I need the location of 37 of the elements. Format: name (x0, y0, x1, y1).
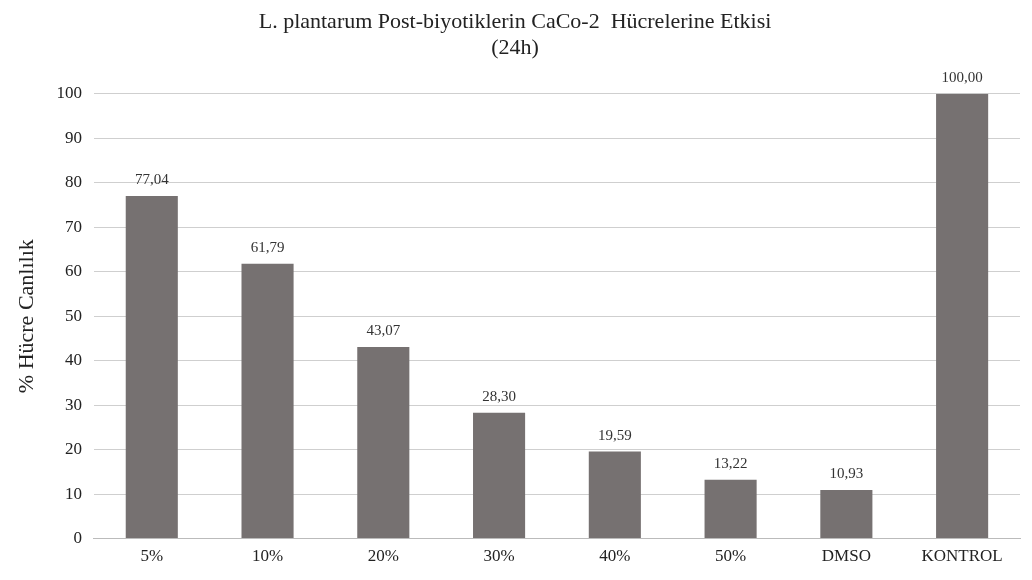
y-tick-label: 0 (73, 528, 82, 548)
y-tick-label: 50 (64, 305, 82, 325)
y-tick-label: 40 (64, 350, 82, 370)
x-tick-label: KONTROL (921, 546, 1003, 566)
y-axis-title: % Hücre Canlılık (12, 239, 38, 394)
y-tick-label: 20 (64, 439, 82, 459)
data-label: 10,93 (829, 465, 864, 482)
x-tick-label: 10% (251, 546, 284, 566)
x-tick-label: 40% (599, 546, 631, 566)
bar (241, 263, 294, 539)
x-tick-label: 50% (715, 546, 747, 566)
y-tick-label: 70 (64, 216, 82, 236)
y-tick-label: 80 (64, 172, 82, 192)
x-tick-label: 30% (483, 546, 515, 566)
bar (125, 195, 178, 539)
bar (704, 479, 757, 539)
x-tick-label: 5% (140, 546, 164, 566)
data-label: 19,59 (597, 426, 632, 443)
bar (357, 347, 410, 539)
data-label: 61,79 (250, 239, 285, 256)
data-label: 13,22 (713, 455, 748, 472)
y-tick-label: 100 (56, 83, 82, 103)
y-tick-label: 90 (64, 127, 82, 147)
y-tick-label: 30 (64, 394, 82, 414)
x-tick-label: DMSO (821, 546, 871, 566)
data-label: 77,04 (134, 171, 170, 188)
data-label: 43,07 (366, 322, 401, 339)
bar (936, 93, 989, 539)
bar (473, 412, 526, 539)
x-tick-label: 20% (367, 546, 399, 566)
bar (588, 451, 641, 539)
data-label: 100,00 (941, 69, 983, 86)
bar (820, 489, 873, 539)
y-tick-label: 60 (64, 261, 82, 281)
data-label: 28,30 (482, 388, 516, 405)
chart-title: L. plantarum Post-biyotiklerin CaCo-2 Hücrelerine Etkisi (24h) (258, 7, 772, 60)
y-tick-label: 10 (64, 483, 82, 503)
